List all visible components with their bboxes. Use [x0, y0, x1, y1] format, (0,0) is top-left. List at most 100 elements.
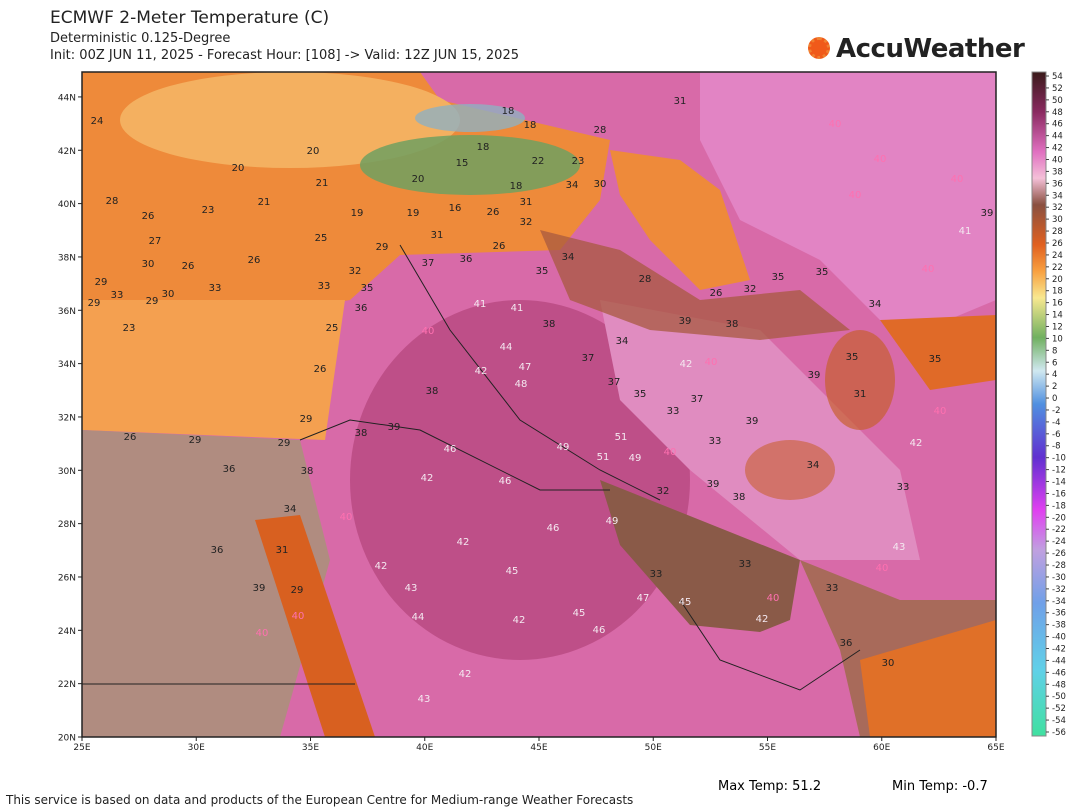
colorbar-tick-label: -4: [1052, 418, 1060, 428]
temp-label: 19: [351, 208, 364, 219]
temp-label: 27: [149, 236, 162, 247]
temp-label: 31: [276, 545, 289, 556]
lon-tick-label: 35E: [302, 743, 319, 753]
temp-label: 40: [767, 593, 780, 604]
colorbar-tick-label: -8: [1052, 442, 1060, 452]
temp-label: 40: [256, 628, 269, 639]
lat-tick-label: 22N: [58, 680, 76, 690]
colorbar-tick-label: -14: [1052, 478, 1066, 488]
colorbar-tick-label: -18: [1052, 501, 1066, 511]
colorbar: [1031, 71, 1047, 737]
colorbar-tick-label: 0: [1052, 394, 1057, 404]
colorbar-tick-label: -42: [1052, 645, 1066, 655]
lat-tick-label: 24N: [58, 627, 76, 637]
colorbar-tick-label: 4: [1052, 370, 1057, 380]
colorbar-tick-label: 54: [1052, 72, 1063, 82]
lon-tick-label: 25E: [73, 743, 90, 753]
temp-label: 26: [248, 255, 261, 266]
temp-label: 40: [664, 447, 677, 458]
colorbar-tick-label: 52: [1052, 84, 1063, 94]
temp-label: 29: [146, 296, 159, 307]
temp-label: 45: [573, 608, 586, 619]
temp-label: 32: [657, 486, 670, 497]
title: ECMWF 2-Meter Temperature (C): [50, 8, 330, 28]
logo-text: AccuWeather: [836, 34, 1025, 64]
temp-label: 49: [557, 442, 570, 453]
colorbar-tick-label: 40: [1052, 155, 1063, 165]
temp-label: 42: [513, 615, 526, 626]
temp-label: 33: [897, 482, 910, 493]
temp-label: 20: [412, 174, 425, 185]
lon-tick-label: 40E: [416, 743, 433, 753]
lat-tick-label: 20N: [58, 734, 76, 744]
temp-label: 18: [502, 106, 515, 117]
temp-label: 40: [705, 357, 718, 368]
temp-label: 31: [520, 197, 533, 208]
colorbar-tick-label: -24: [1052, 537, 1066, 547]
temp-label: 39: [707, 479, 720, 490]
temp-label: 33: [709, 436, 722, 447]
temp-label: 22: [532, 156, 545, 167]
temp-label: 37: [422, 258, 435, 269]
temp-label: 47: [519, 362, 532, 373]
temp-label: 32: [744, 284, 757, 295]
temp-label: 33: [826, 583, 839, 594]
temp-label: 36: [840, 638, 853, 649]
colorbar-tick-label: -20: [1052, 513, 1066, 523]
temp-label: 35: [816, 267, 829, 278]
lat-tick-label: 42N: [58, 147, 76, 157]
temp-label: 29: [95, 277, 108, 288]
temp-label: 23: [123, 323, 136, 334]
temp-label: 36: [460, 254, 473, 265]
colorbar-tick-label: -52: [1052, 704, 1066, 714]
temp-label: 37: [691, 394, 704, 405]
colorbar-tick-label: 24: [1052, 251, 1063, 261]
lon-tick-label: 30E: [188, 743, 205, 753]
colorbar-tick-label: 34: [1052, 191, 1063, 201]
temp-label: 38: [543, 319, 556, 330]
temp-label: 34: [869, 299, 882, 310]
temp-label: 35: [846, 352, 859, 363]
temp-label: 43: [893, 542, 906, 553]
temp-label: 29: [376, 242, 389, 253]
temp-label: 25: [326, 323, 339, 334]
colorbar-tick-label: 38: [1052, 167, 1063, 177]
temp-label: 34: [807, 460, 820, 471]
temp-label: 21: [316, 178, 329, 189]
temp-label: 26: [493, 241, 506, 252]
colorbar-tick-label: 10: [1052, 334, 1063, 344]
colorbar-tick-label: -36: [1052, 609, 1066, 619]
temp-label: 31: [431, 230, 444, 241]
colorbar-tick-label: -38: [1052, 621, 1066, 631]
temp-label: 29: [278, 438, 291, 449]
footer: This service is based on data and produc…: [6, 793, 634, 807]
colorbar-tick-label: 8: [1052, 346, 1057, 356]
subtitle: Deterministic 0.125-Degree: [50, 31, 231, 46]
lat-tick-label: 44N: [58, 93, 76, 103]
colorbar-tick-label: 42: [1052, 144, 1063, 154]
temp-label: 30: [882, 658, 895, 669]
colorbar-tick-label: 44: [1052, 132, 1063, 142]
temp-label: 41: [474, 299, 487, 310]
temp-label: 33: [111, 290, 124, 301]
temp-label: 23: [572, 156, 585, 167]
temp-label: 33: [209, 283, 222, 294]
temp-label: 20: [307, 146, 320, 157]
colorbar-tick-label: -2: [1052, 406, 1060, 416]
temp-label: 16: [449, 203, 462, 214]
temp-label: 35: [361, 283, 374, 294]
temp-label: 40: [849, 190, 862, 201]
temp-label: 18: [477, 142, 490, 153]
colorbar-tick-label: 28: [1052, 227, 1063, 237]
temp-label: 26: [124, 432, 137, 443]
point-labels: 24 18 18 18 28 31 20 20 21 15 22 23 20 18 34 30 26 23 21 19…: [88, 96, 994, 705]
colorbar-tick-label: -22: [1052, 525, 1066, 535]
map-background: [82, 72, 996, 737]
lat-tick-label: 40N: [58, 200, 76, 210]
colorbar-tick-label: -10: [1052, 454, 1066, 464]
temp-label: 41: [511, 303, 524, 314]
lat-tick-label: 32N: [58, 413, 76, 423]
colorbar-tick-label: -30: [1052, 573, 1066, 583]
temp-label: 31: [854, 389, 867, 400]
